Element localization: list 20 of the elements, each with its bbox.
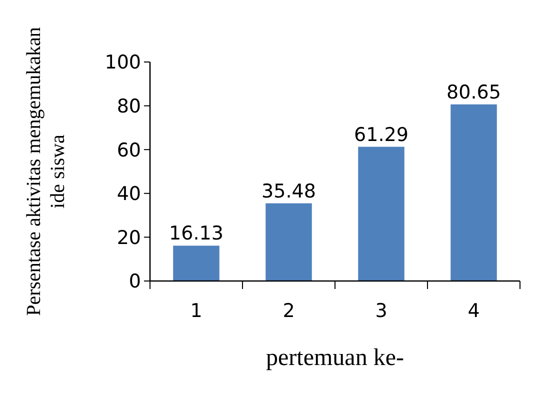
x-tick-label: 3	[375, 300, 388, 322]
x-tick-label: 1	[190, 300, 202, 322]
bar	[450, 104, 497, 281]
y-tick-label: 60	[116, 139, 141, 162]
data-label: 16.13	[169, 222, 224, 245]
x-tick-label: 2	[282, 300, 295, 322]
data-label: 80.65	[446, 81, 501, 104]
y-tick-label: 20	[116, 226, 141, 249]
y-tick-label: 100	[104, 52, 141, 74]
x-tick-label: 4	[468, 300, 480, 322]
x-axis-title: pertemuan ke-	[266, 345, 404, 371]
data-label: 61.29	[354, 124, 408, 146]
y-tick-label: 40	[116, 183, 141, 206]
y-tick-label: 0	[128, 270, 141, 293]
data-label: 35.48	[262, 180, 316, 202]
y-tick-label: 80	[116, 95, 141, 118]
bar	[266, 203, 312, 281]
bar	[173, 246, 220, 281]
y-axis-title: Persentase aktivitas mengemukakan ide siswa	[23, 27, 69, 316]
bar	[358, 146, 404, 281]
